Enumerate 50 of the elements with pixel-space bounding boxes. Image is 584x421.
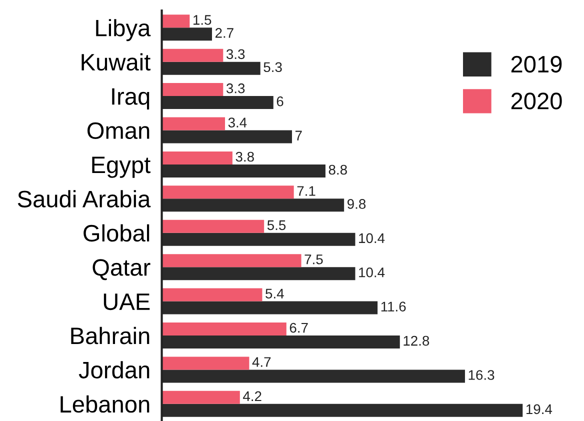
- y-tick-label: Jordan: [78, 361, 150, 378]
- data-label: 5.3: [264, 62, 282, 72]
- data-label: 9.8: [348, 199, 366, 209]
- data-label: 2.7: [215, 28, 234, 38]
- bar: [162, 14, 190, 28]
- data-label: 6.7: [290, 322, 308, 333]
- y-tick-label: Oman: [87, 122, 150, 140]
- bar: [162, 322, 286, 336]
- data-label: 4.2: [242, 391, 262, 401]
- bar: [162, 288, 262, 302]
- bar: [162, 151, 232, 164]
- data-label: 11.6: [381, 302, 406, 312]
- y-tick-label: Kuwait: [82, 53, 150, 71]
- bar: [162, 186, 294, 199]
- data-label: 6: [276, 96, 284, 106]
- bar: [162, 83, 224, 96]
- data-label: 7.5: [304, 254, 323, 264]
- y-tick-label: Saudi Arabia: [18, 190, 151, 208]
- bar: [162, 390, 240, 404]
- legend-label: 2019: [511, 56, 562, 73]
- data-label: 3.8: [236, 152, 254, 162]
- data-label: 10.4: [359, 233, 385, 244]
- bar: [162, 254, 302, 268]
- bar: [162, 356, 250, 370]
- y-tick-label: Iraq: [112, 88, 150, 110]
- data-label: 7: [295, 130, 302, 140]
- y-tick-label: Bahrain: [71, 326, 150, 344]
- data-label: 3.3: [226, 83, 245, 94]
- data-label: 16.3: [468, 370, 494, 380]
- data-label: 4.7: [252, 357, 271, 367]
- bar: [162, 117, 226, 130]
- data-label: 12.8: [404, 336, 430, 346]
- legend-label: 2020: [511, 92, 562, 110]
- bar: [162, 48, 224, 62]
- data-label: 19.4: [526, 404, 552, 414]
- data-label: 1.5: [194, 15, 212, 25]
- y-tick-label: UAE: [104, 294, 150, 310]
- data-label: 8.8: [328, 164, 347, 175]
- y-tick-label: Egypt: [92, 156, 150, 178]
- y-tick-label: Qatar: [92, 259, 150, 280]
- data-label: 7.1: [297, 186, 316, 196]
- y-tick-label: Libya: [96, 19, 151, 42]
- data-label: 10.4: [359, 267, 385, 278]
- data-label: 3.4: [228, 118, 247, 128]
- bar: [162, 220, 264, 233]
- y-tick-label: Lebanon: [60, 395, 150, 413]
- y-tick-label: Global: [84, 224, 150, 242]
- data-label: 5.5: [267, 220, 286, 230]
- data-label: 5.4: [266, 288, 284, 299]
- data-label: 3.3: [226, 49, 245, 60]
